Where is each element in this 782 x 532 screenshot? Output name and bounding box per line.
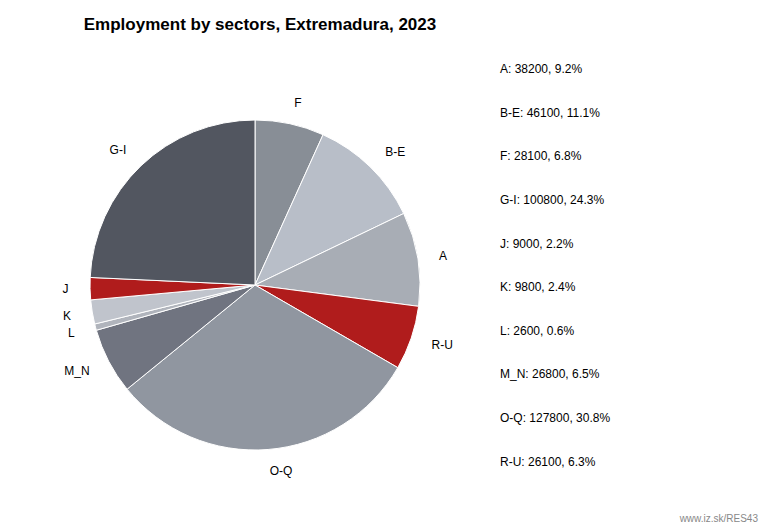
legend-entry: M_N: 26800, 6.5% xyxy=(500,367,600,381)
slice-label: K xyxy=(63,309,71,323)
chart: Employment by sectors, Extremadura, 2023… xyxy=(0,0,782,532)
slice-label: M_N xyxy=(64,364,89,378)
legend-entry: L: 2600, 0.6% xyxy=(500,324,574,338)
legend-entry: K: 9800, 2.4% xyxy=(500,280,576,294)
legend-entry: F: 28100, 6.8% xyxy=(500,149,582,163)
legend-entry: B-E: 46100, 11.1% xyxy=(500,106,600,120)
slice-label: A xyxy=(439,249,447,263)
slice-label: J xyxy=(63,282,69,296)
legend-entry: A: 38200, 9.2% xyxy=(500,62,582,76)
watermark: www.iz.sk/RES43 xyxy=(679,513,759,524)
slice-labels: F B-E A R-U O-Q M_N LKJ G-I xyxy=(63,96,453,478)
slice-label: F xyxy=(294,96,301,110)
legend: A: 38200, 9.2% B-E: 46100, 11.1% F: 28100,… xyxy=(500,62,610,468)
pie-slice xyxy=(90,120,255,285)
legend-entry: R-U: 26100, 6.3% xyxy=(500,455,596,469)
pie xyxy=(90,120,420,450)
legend-entry: O-Q: 127800, 30.8% xyxy=(500,411,610,425)
slice-label: L xyxy=(68,326,75,340)
slice-label: R-U xyxy=(432,338,453,352)
legend-entry: J: 9000, 2.2% xyxy=(500,237,574,251)
legend-entry: G-I: 100800, 24.3% xyxy=(500,193,604,207)
slice-label: O-Q xyxy=(270,464,293,478)
slice-label: B-E xyxy=(385,145,405,159)
slice-label: G-I xyxy=(110,143,127,157)
title: Employment by sectors, Extremadura, 2023 xyxy=(84,15,436,34)
